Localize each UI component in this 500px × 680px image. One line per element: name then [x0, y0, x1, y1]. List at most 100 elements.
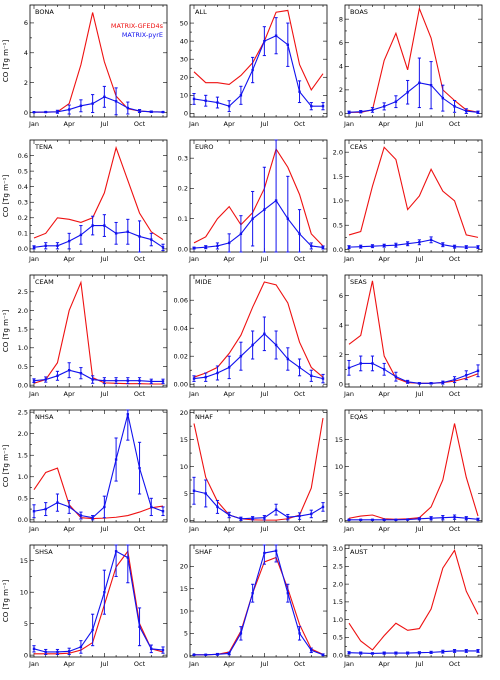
y-tick-label: 0.2	[18, 214, 28, 222]
data-point	[263, 551, 266, 555]
data-point	[429, 238, 433, 242]
panel-title: SHAF	[195, 548, 212, 556]
x-tick-label: Jan	[28, 390, 39, 398]
y-tick-label: 0	[339, 380, 343, 388]
data-point	[227, 104, 231, 108]
data-point	[394, 518, 398, 522]
y-tick-label: 1.5	[333, 598, 343, 606]
y-tick-label: 0.0	[18, 516, 28, 524]
data-point	[347, 111, 351, 114]
x-tick-label: Apr	[379, 255, 391, 263]
data-point	[286, 515, 290, 519]
x-tick-label: Apr	[224, 660, 236, 668]
x-tick-label: Jan	[343, 525, 354, 533]
panel-frame	[29, 274, 168, 388]
data-point	[394, 375, 398, 378]
y-tick-label: 2.5	[18, 288, 28, 296]
data-point	[418, 241, 421, 244]
x-tick-label: Jan	[28, 255, 39, 263]
data-point	[347, 245, 351, 249]
panel-frame	[29, 544, 168, 658]
series-line-pyre	[348, 82, 479, 113]
data-point	[150, 647, 153, 651]
x-tick-label: Jan	[188, 390, 199, 398]
data-point	[453, 515, 456, 519]
series-line-gfed4s	[34, 549, 164, 655]
panel-title: EQAS	[350, 413, 368, 421]
data-point	[239, 94, 243, 97]
data-point	[310, 374, 313, 377]
data-point	[32, 246, 36, 249]
data-point	[138, 235, 141, 238]
data-point	[126, 556, 130, 559]
data-point	[67, 108, 71, 111]
data-point	[91, 628, 94, 632]
x-tick-label: Apr	[64, 390, 76, 398]
data-point	[429, 517, 433, 520]
data-point	[263, 516, 266, 519]
data-point	[263, 208, 266, 211]
data-point	[359, 110, 362, 113]
data-point	[441, 650, 445, 653]
y-tick-label: 15	[180, 436, 188, 444]
panel-title: EURO	[195, 143, 214, 151]
series-line-pyre	[348, 650, 478, 654]
panel-shsa: Jan Apr Jul Oct 0 5 10 15 SHSA CO [Tg m⁻¹]	[2, 544, 168, 668]
y-tick-label: 15	[180, 585, 188, 593]
y-tick-label: 5	[24, 620, 28, 628]
data-point	[274, 343, 278, 347]
x-tick-label: Jan	[188, 255, 199, 263]
data-point	[56, 244, 59, 247]
x-tick-label: Jan	[343, 660, 354, 668]
y-tick-label: 0.5	[18, 495, 28, 503]
x-tick-label: Jul	[414, 255, 423, 263]
y-tick-label: 0.0	[333, 652, 343, 660]
y-tick-label: 4	[339, 63, 343, 71]
series-line-pyre	[348, 239, 478, 248]
data-point	[347, 651, 351, 654]
y-tick-label: 20	[180, 563, 188, 571]
series-line-pyre	[348, 362, 479, 384]
data-point	[204, 245, 207, 249]
data-point	[79, 104, 83, 107]
data-point	[251, 591, 254, 595]
data-point	[371, 108, 374, 112]
x-tick-label: Oct	[134, 660, 146, 668]
panel-frame	[344, 544, 483, 658]
x-tick-label: Apr	[379, 660, 391, 668]
data-point	[44, 244, 47, 247]
x-tick-label: Jul	[99, 255, 108, 263]
data-point	[476, 369, 480, 372]
y-tick-label: 1.0	[333, 616, 343, 624]
data-point	[103, 590, 106, 594]
series-line-pyre	[194, 550, 324, 656]
x-tick-label: Apr	[224, 525, 236, 533]
x-tick-label: Jul	[414, 390, 423, 398]
data-point	[321, 246, 325, 249]
data-point	[406, 651, 409, 655]
series-line-gfed4s	[193, 281, 324, 378]
data-point	[453, 649, 456, 653]
data-point	[192, 246, 196, 250]
y-tick-label: 10	[180, 607, 188, 615]
x-tick-label: Apr	[379, 390, 391, 398]
data-point	[465, 109, 468, 113]
y-tick-label: 2.0	[18, 430, 28, 438]
data-point	[382, 244, 386, 247]
y-tick-label: 8	[339, 15, 343, 23]
x-tick-label: Jan	[343, 255, 354, 263]
y-tick-label: 15	[335, 436, 343, 444]
y-tick-label: 0.2	[178, 185, 188, 193]
data-point	[204, 99, 207, 102]
y-tick-label: 2	[339, 86, 343, 94]
data-point	[103, 379, 106, 382]
panel-title: BONA	[35, 8, 54, 16]
y-tick-label: 0.06	[174, 297, 188, 305]
y-tick-label: 0.0	[18, 245, 28, 253]
series-line-pyre	[33, 550, 164, 653]
data-point	[465, 245, 468, 249]
data-point	[216, 244, 219, 248]
data-point	[114, 232, 118, 235]
data-point	[429, 651, 433, 654]
data-point	[321, 104, 325, 108]
